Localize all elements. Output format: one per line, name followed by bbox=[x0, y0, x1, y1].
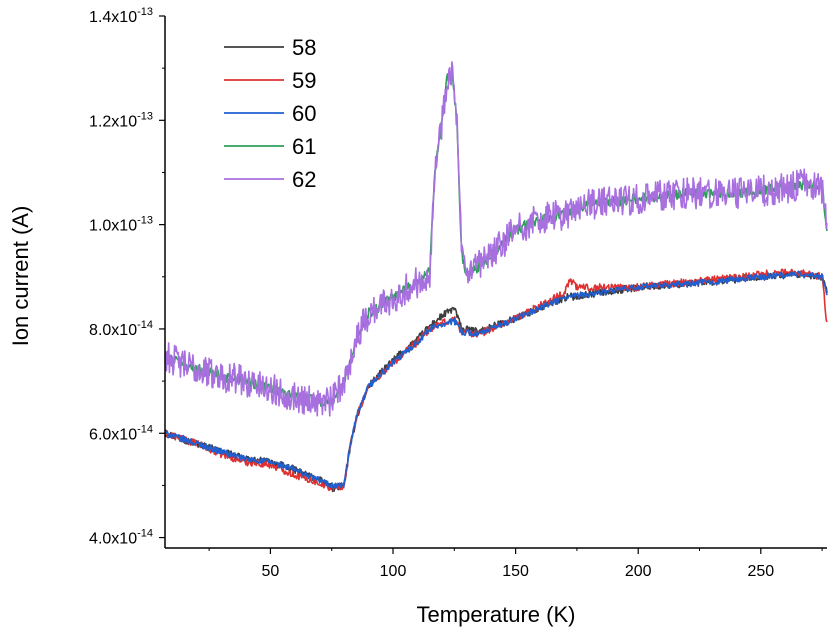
series-line-59 bbox=[164, 268, 828, 492]
axes: 50 100 150 200 250 4.0x10-14 6.0x10-14 8.0x10-1… bbox=[89, 6, 827, 580]
y-tick-label: 1.0x10-13 bbox=[89, 215, 153, 235]
x-tick-label: 50 bbox=[262, 563, 280, 580]
x-tick-label: 100 bbox=[380, 563, 407, 580]
y-tick-label: 6.0x10-14 bbox=[89, 423, 153, 443]
x-tick-label: 200 bbox=[625, 563, 652, 580]
y-axis-title: Ion current (A) bbox=[8, 206, 33, 347]
x-axis-title: Temperature (K) bbox=[417, 602, 576, 627]
x-tick-label: 250 bbox=[747, 563, 774, 580]
y-tick-label: 1.2x10-13 bbox=[89, 110, 153, 130]
series-line-60 bbox=[164, 270, 828, 489]
legend-label-62: 62 bbox=[292, 167, 316, 192]
legend-label-58: 58 bbox=[292, 35, 316, 60]
plot-area bbox=[164, 61, 828, 493]
legend-label-60: 60 bbox=[292, 101, 316, 126]
y-tick-label: 8.0x10-14 bbox=[89, 319, 153, 339]
legend-label-61: 61 bbox=[292, 134, 316, 159]
x-tick-label: 150 bbox=[502, 563, 529, 580]
y-tick-label: 4.0x10-14 bbox=[89, 528, 153, 548]
legend: 58 59 60 61 62 bbox=[224, 35, 316, 192]
legend-label-59: 59 bbox=[292, 68, 316, 93]
series-line-62 bbox=[164, 61, 828, 417]
y-tick-label: 1.4x10-13 bbox=[89, 6, 153, 26]
